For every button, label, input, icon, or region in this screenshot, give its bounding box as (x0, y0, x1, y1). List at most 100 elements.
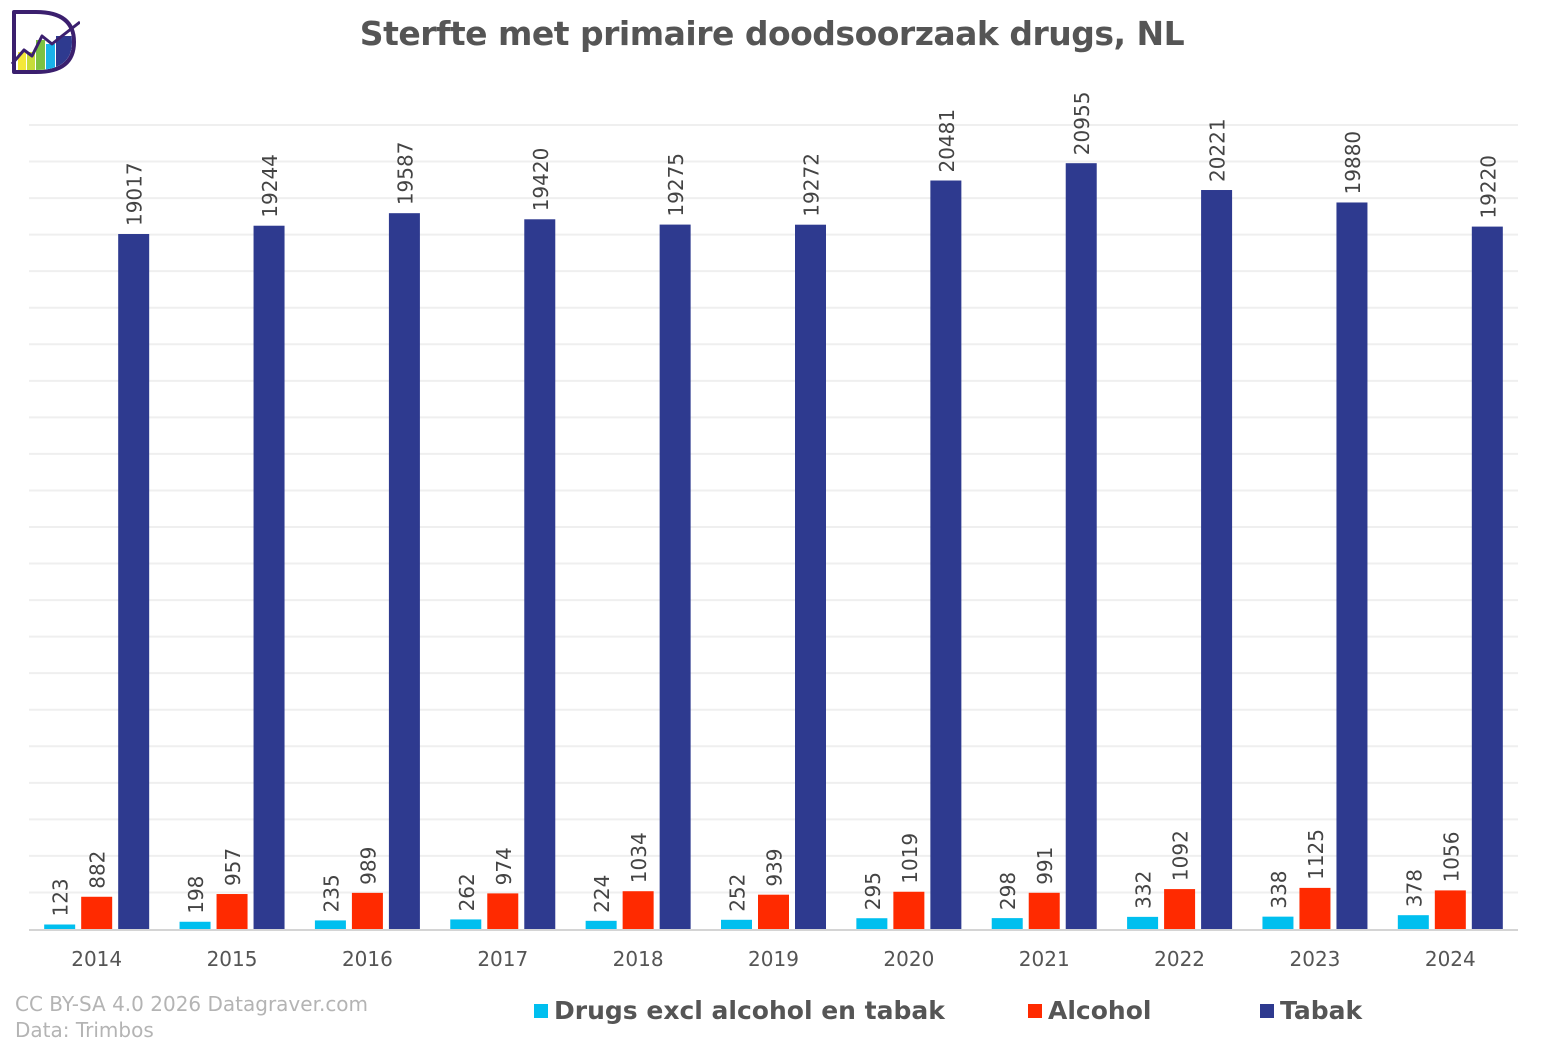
data-label-tabak-2015: 19244 (258, 154, 282, 218)
footer-credit: CC BY-SA 4.0 2026 Datagraver.com (15, 992, 369, 1016)
legend: Drugs excl alcohol en tabak Alcohol Taba… (0, 996, 1544, 1030)
x-tick-2014: 2014 (71, 947, 122, 971)
x-tick-2019: 2019 (748, 947, 799, 971)
data-label-tabak-2024: 19220 (1476, 155, 1500, 219)
x-tick-2018: 2018 (613, 947, 664, 971)
footer-source: Data: Trimbos (15, 1018, 154, 1042)
legend-item-alcohol[interactable]: Alcohol (1028, 996, 1151, 1025)
x-tick-2016: 2016 (342, 947, 393, 971)
bar-group-2019 (721, 224, 826, 930)
data-label-alcohol-2022: 1092 (1169, 830, 1193, 881)
data-label-tabak-2020: 20481 (935, 109, 959, 173)
bar-group-2015 (179, 225, 285, 930)
data-label-tabak-2017: 19420 (529, 148, 553, 212)
x-tick-2023: 2023 (1290, 947, 1341, 971)
data-label-alcohol-2021: 991 (1033, 847, 1057, 885)
bar-drugs-2024 (1397, 915, 1429, 929)
datagraver-logo-icon (10, 10, 80, 74)
bar-tabak-2015 (253, 225, 285, 930)
data-label-drugs-2024: 378 (1402, 869, 1426, 907)
data-label-tabak-2014: 19017 (123, 162, 147, 226)
data-label-alcohol-2020: 1019 (898, 833, 922, 884)
bar-group-2021 (991, 163, 1097, 929)
data-label-tabak-2019: 19272 (800, 153, 824, 217)
bar-tabak-2018 (659, 224, 691, 929)
bar-alcohol-2014 (81, 896, 113, 929)
legend-swatch-drugs (534, 1003, 548, 1018)
x-tick-2017: 2017 (477, 947, 528, 971)
bar-tabak-2017 (524, 219, 556, 929)
x-tick-2020: 2020 (883, 947, 934, 971)
legend-item-drugs[interactable]: Drugs excl alcohol en tabak (534, 996, 945, 1025)
data-label-alcohol-2014: 882 (86, 851, 110, 889)
bar-groups (44, 163, 1503, 930)
bar-tabak-2016 (388, 213, 420, 929)
data-label-drugs-2017: 262 (455, 873, 479, 911)
data-label-alcohol-2016: 989 (356, 847, 380, 885)
bar-tabak-2019 (795, 224, 826, 930)
x-tick-2021: 2021 (1019, 947, 1070, 971)
bar-alcohol-2022 (1164, 889, 1196, 929)
bar-drugs-2018 (585, 920, 617, 929)
bar-tabak-2020 (930, 180, 962, 929)
data-label-alcohol-2017: 974 (492, 847, 516, 885)
bar-group-2018 (585, 224, 691, 929)
data-labels: 123 882 19017 198 957 19244 235 989 19587 262 974 1… (49, 92, 1501, 917)
legend-label-tabak: Tabak (1280, 996, 1363, 1025)
data-label-drugs-2021: 298 (996, 872, 1020, 910)
data-label-alcohol-2019: 939 (763, 848, 787, 886)
bar-drugs-2016 (314, 920, 346, 929)
bar-alcohol-2019 (758, 894, 789, 929)
bar-alcohol-2017 (487, 893, 519, 929)
data-label-drugs-2020: 295 (861, 872, 885, 910)
data-label-drugs-2018: 224 (590, 875, 614, 913)
bar-group-2020 (856, 180, 962, 929)
bar-tabak-2024 (1471, 226, 1503, 929)
legend-item-tabak[interactable]: Tabak (1260, 996, 1362, 1025)
bar-drugs-2021 (991, 918, 1023, 929)
gridlines (29, 124, 1518, 894)
bar-group-2017 (450, 219, 556, 929)
data-label-alcohol-2024: 1056 (1439, 832, 1463, 883)
x-axis-ticks: 2014 2015 2016 2017 2018 2019 2020 2021 2022 2023… (71, 947, 1476, 971)
data-label-drugs-2022: 332 (1132, 871, 1156, 909)
data-label-alcohol-2018: 1034 (627, 832, 651, 883)
data-label-drugs-2019: 252 (726, 874, 750, 912)
bar-group-2023 (1262, 202, 1368, 929)
bar-drugs-2019 (721, 919, 752, 929)
data-label-tabak-2018: 19275 (664, 153, 688, 217)
bar-tabak-2014 (118, 234, 150, 930)
bar-alcohol-2020 (893, 891, 925, 929)
bar-drugs-2022 (1127, 916, 1159, 929)
chart-title: Sterfte met primaire doodsoorzaak drugs,… (359, 14, 1185, 53)
bar-drugs-2014 (44, 924, 76, 929)
x-tick-2022: 2022 (1154, 947, 1205, 971)
bar-alcohol-2018 (622, 891, 654, 929)
legend-label-drugs: Drugs excl alcohol en tabak (554, 996, 945, 1025)
bar-alcohol-2015 (216, 894, 248, 929)
x-tick-2015: 2015 (207, 947, 258, 971)
bar-drugs-2015 (179, 921, 211, 929)
legend-swatch-alcohol (1028, 1003, 1042, 1018)
bar-tabak-2022 (1201, 190, 1233, 930)
data-label-tabak-2022: 20221 (1206, 118, 1230, 182)
bar-alcohol-2024 (1434, 890, 1466, 929)
bar-tabak-2023 (1336, 202, 1368, 929)
bar-drugs-2020 (856, 918, 888, 929)
data-label-drugs-2014: 123 (49, 878, 73, 916)
bar-alcohol-2016 (351, 892, 383, 929)
data-label-drugs-2015: 198 (184, 876, 208, 914)
bar-drugs-2017 (450, 919, 482, 929)
data-label-drugs-2016: 235 (319, 874, 343, 912)
data-label-alcohol-2015: 957 (221, 848, 245, 886)
data-label-tabak-2016: 19587 (393, 142, 417, 206)
bar-alcohol-2021 (1028, 892, 1060, 929)
data-label-tabak-2023: 19880 (1341, 131, 1365, 195)
bar-group-2024 (1397, 226, 1503, 929)
bar-group-2022 (1127, 190, 1233, 930)
data-label-alcohol-2023: 1125 (1304, 829, 1328, 880)
bar-group-2016 (314, 213, 420, 929)
data-label-tabak-2021: 20955 (1070, 92, 1094, 156)
data-label-drugs-2023: 338 (1267, 870, 1291, 908)
